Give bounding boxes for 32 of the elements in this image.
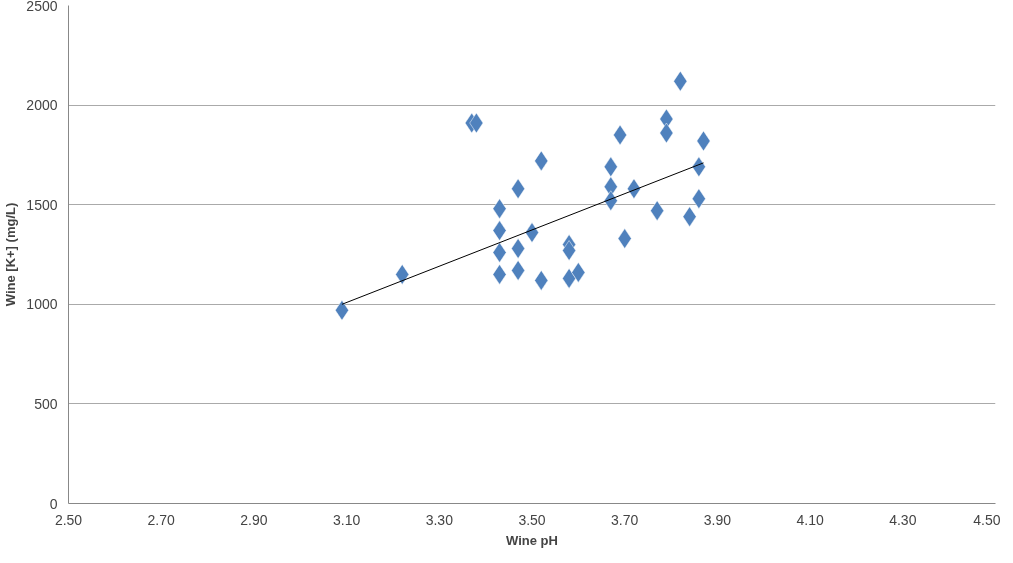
x-tick-label: 4.30 bbox=[889, 511, 917, 528]
x-tick-label: 2.70 bbox=[147, 511, 176, 528]
point bbox=[511, 238, 526, 259]
point bbox=[691, 188, 706, 209]
x-tick-label: 2.90 bbox=[240, 511, 268, 528]
x-tick-label: 3.50 bbox=[518, 511, 546, 528]
x-tick-label: 3.90 bbox=[703, 511, 732, 528]
x-tick-label: 4.10 bbox=[796, 511, 824, 528]
x-tick-label: 3.70 bbox=[611, 511, 639, 528]
point bbox=[492, 242, 507, 263]
point bbox=[511, 260, 526, 281]
point bbox=[682, 206, 697, 227]
y-tick-label: 2000 bbox=[26, 97, 58, 114]
y-axis-title: Wine [K+] (mg/L) bbox=[3, 202, 19, 307]
point bbox=[534, 270, 549, 291]
point bbox=[650, 200, 665, 221]
y-tick-label: 0 bbox=[49, 495, 58, 512]
point bbox=[571, 262, 586, 283]
x-tick-label: 4.50 bbox=[973, 511, 1001, 528]
x-axis-title: Wine pH bbox=[506, 532, 558, 548]
x-tick-label: 3.30 bbox=[425, 511, 454, 528]
point bbox=[492, 198, 507, 219]
y-tick-label: 2500 bbox=[26, 0, 58, 14]
y-tick-label: 1000 bbox=[26, 296, 58, 313]
x-tick-label: 2.50 bbox=[54, 511, 83, 528]
y-tick-label: 1500 bbox=[26, 196, 58, 213]
point bbox=[395, 264, 410, 285]
point bbox=[492, 264, 507, 285]
point bbox=[617, 228, 632, 249]
x-tick-label: 3.10 bbox=[332, 511, 361, 528]
point bbox=[492, 220, 507, 241]
y-tick-label: 500 bbox=[34, 395, 58, 412]
